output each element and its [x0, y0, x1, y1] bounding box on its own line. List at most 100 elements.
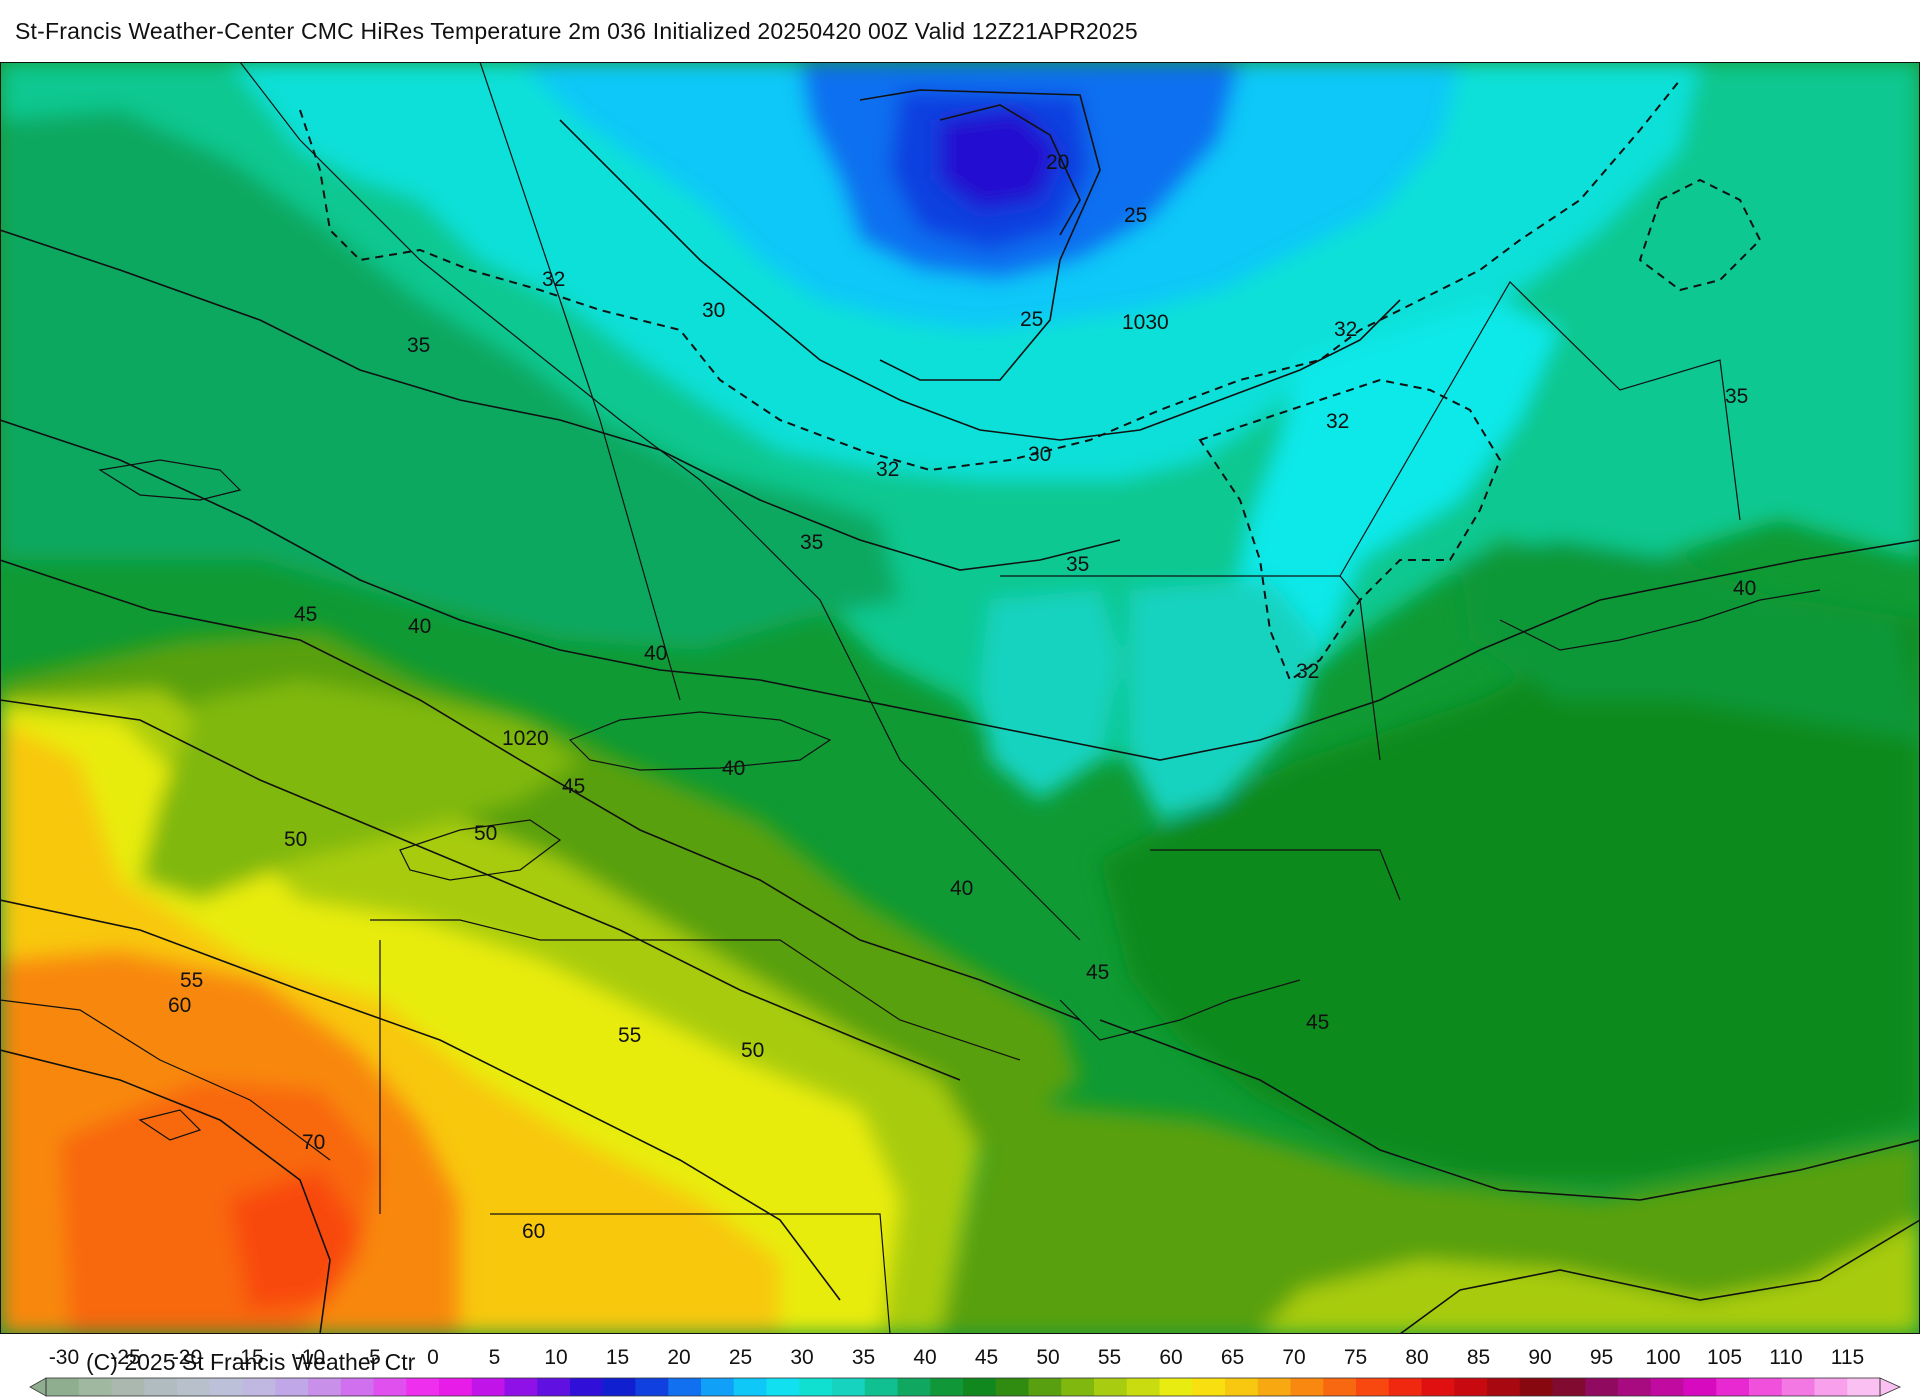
band-35-40-west: [0, 110, 900, 650]
colorbar-tick-label: 0: [427, 1346, 439, 1369]
colorbar-tick-label: 20: [667, 1346, 690, 1369]
contour-label: 40: [950, 877, 973, 900]
colorbar-swatch: [1388, 1378, 1423, 1396]
contour-label: 50: [474, 822, 497, 845]
contour-label: 35: [1725, 385, 1748, 408]
temperature-map: 20 25 25 1030 30 30 32 32 32 32 32 35 35…: [0, 62, 1920, 1334]
colorbar-tick-label: -10: [295, 1346, 325, 1369]
colorbar-swatch: [1094, 1378, 1128, 1396]
colorbar-swatch: [766, 1378, 800, 1396]
colorbar-swatch: [1519, 1378, 1554, 1396]
colorbar-tick-label: 45: [975, 1346, 998, 1369]
contour-label: 40: [1733, 577, 1756, 600]
colorbar-tick-label: 105: [1707, 1346, 1742, 1369]
colorbar-swatch: [1257, 1378, 1292, 1396]
contour-label: 30: [1028, 443, 1051, 466]
contour-label: 50: [741, 1039, 764, 1062]
contour-label: 32: [876, 458, 899, 481]
colorbar-tick-label: -15: [233, 1346, 263, 1369]
colorbar-tick-label: 15: [606, 1346, 629, 1369]
map-title: St-Francis Weather-Center CMC HiRes Temp…: [15, 18, 1138, 44]
colorbar-swatch: [177, 1378, 211, 1396]
contour-label: 40: [408, 615, 431, 638]
colorbar-swatch: [1749, 1378, 1783, 1396]
contour-label: 45: [1306, 1011, 1329, 1034]
contour-label: 55: [618, 1024, 641, 1047]
contour-label: 45: [294, 603, 317, 626]
patch-ne-2: [1130, 580, 1320, 820]
temperature-shading: [0, 62, 1920, 1334]
band-ne-cold: [1230, 300, 1560, 700]
colorbar-swatch: [1716, 1378, 1750, 1396]
contour-label: 25: [1124, 204, 1147, 227]
freezing-contour: [299, 79, 1762, 682]
contour-label: 35: [800, 531, 823, 554]
contour-label: 45: [1086, 961, 1109, 984]
colorbar-swatch: [406, 1378, 440, 1396]
contour-label: 25: [1020, 308, 1043, 331]
contour-label: 35: [407, 334, 430, 357]
colorbar-tick-label: 85: [1467, 1346, 1490, 1369]
contour-labels: 20 25 25 1030 30 30 32 32 32 32 32 35 35…: [168, 151, 1756, 1243]
lakes: [98, 459, 832, 1141]
band-40-45-lakes: [140, 680, 580, 900]
colorbar-tick-label: 95: [1590, 1346, 1613, 1369]
colorbar-swatch: [995, 1378, 1030, 1396]
colorbar-swatch: [635, 1378, 669, 1396]
colorbar-tick-label: 75: [1344, 1346, 1367, 1369]
contour-label: 70: [302, 1131, 325, 1154]
colorbar-swatch: [1552, 1378, 1586, 1396]
colorbar-tick-label: 100: [1645, 1346, 1680, 1369]
contour-label: 40: [644, 642, 667, 665]
contour-label: 45: [562, 775, 585, 798]
colorbar-swatch: [1585, 1378, 1619, 1396]
colorbar-swatches: [29, 1377, 1901, 1397]
colorbar-swatch: [78, 1378, 113, 1396]
contour-label: 32: [1296, 660, 1319, 683]
contour-label: 40: [722, 757, 745, 780]
borders: [0, 62, 1821, 1334]
colorbar-swatch: [668, 1378, 702, 1396]
colorbar-outline: [45, 1377, 1881, 1397]
contour-label: 35: [1066, 553, 1089, 576]
contour-label: 55: [180, 969, 203, 992]
colorbar-tick-label: -5: [362, 1346, 381, 1369]
colorbar-swatch: [504, 1378, 538, 1396]
colorbar-tick-label: 115: [1831, 1346, 1864, 1369]
colorbar-tick-label: 55: [1098, 1346, 1121, 1369]
colorbar-swatch: [308, 1378, 342, 1396]
colorbar-swatch: [1683, 1378, 1717, 1396]
colorbar-swatch: [930, 1378, 964, 1396]
colorbar-swatch: [1454, 1378, 1488, 1396]
copyright-text: (C) 2025 St Francis Weather Ctr: [86, 1349, 416, 1375]
ocean-45-50: [940, 1100, 1920, 1334]
colorbar-tick-label: 35: [852, 1346, 875, 1369]
contour-label: 1030: [1122, 311, 1169, 334]
contour-label: 50: [284, 828, 307, 851]
colorbar-tick-label: 90: [1528, 1346, 1551, 1369]
colorbar-swatch: [701, 1378, 735, 1396]
colorbar-swatch: [340, 1378, 375, 1396]
contour-label: 60: [168, 994, 191, 1017]
contour-label: 32: [1326, 410, 1349, 433]
colorbar-swatch: [1487, 1378, 1521, 1396]
colorbar-swatch: [1323, 1378, 1357, 1396]
temperature-colorbar: -30 -25 -20 -15 -10 -5 0 5 10 15 20 25 30 35 40 45 50 55 6…: [29, 1346, 1901, 1397]
colorbar-tick-label: 110: [1769, 1346, 1802, 1369]
ocean-40-45: [1100, 600, 1920, 1180]
colorbar-right-arrow: [1879, 1377, 1901, 1397]
colorbar-tick-label: 65: [1221, 1346, 1244, 1369]
colorbar-tick-label: 30: [790, 1346, 813, 1369]
colorbar-tick-label: 25: [729, 1346, 752, 1369]
contour-label: 30: [702, 299, 725, 322]
colorbar-swatch: [111, 1378, 145, 1396]
isotherm-contours: [0, 89, 1920, 1334]
colorbar-swatch: [1814, 1378, 1848, 1396]
contour-label: 32: [1334, 318, 1357, 341]
colorbar-swatch: [1650, 1378, 1685, 1396]
colorbar-tick-label: 80: [1405, 1346, 1428, 1369]
colorbar-swatch: [1356, 1378, 1390, 1396]
colorbar-swatch: [242, 1378, 276, 1396]
colorbar-swatch: [537, 1378, 571, 1396]
colorbar-swatch: [602, 1378, 637, 1396]
